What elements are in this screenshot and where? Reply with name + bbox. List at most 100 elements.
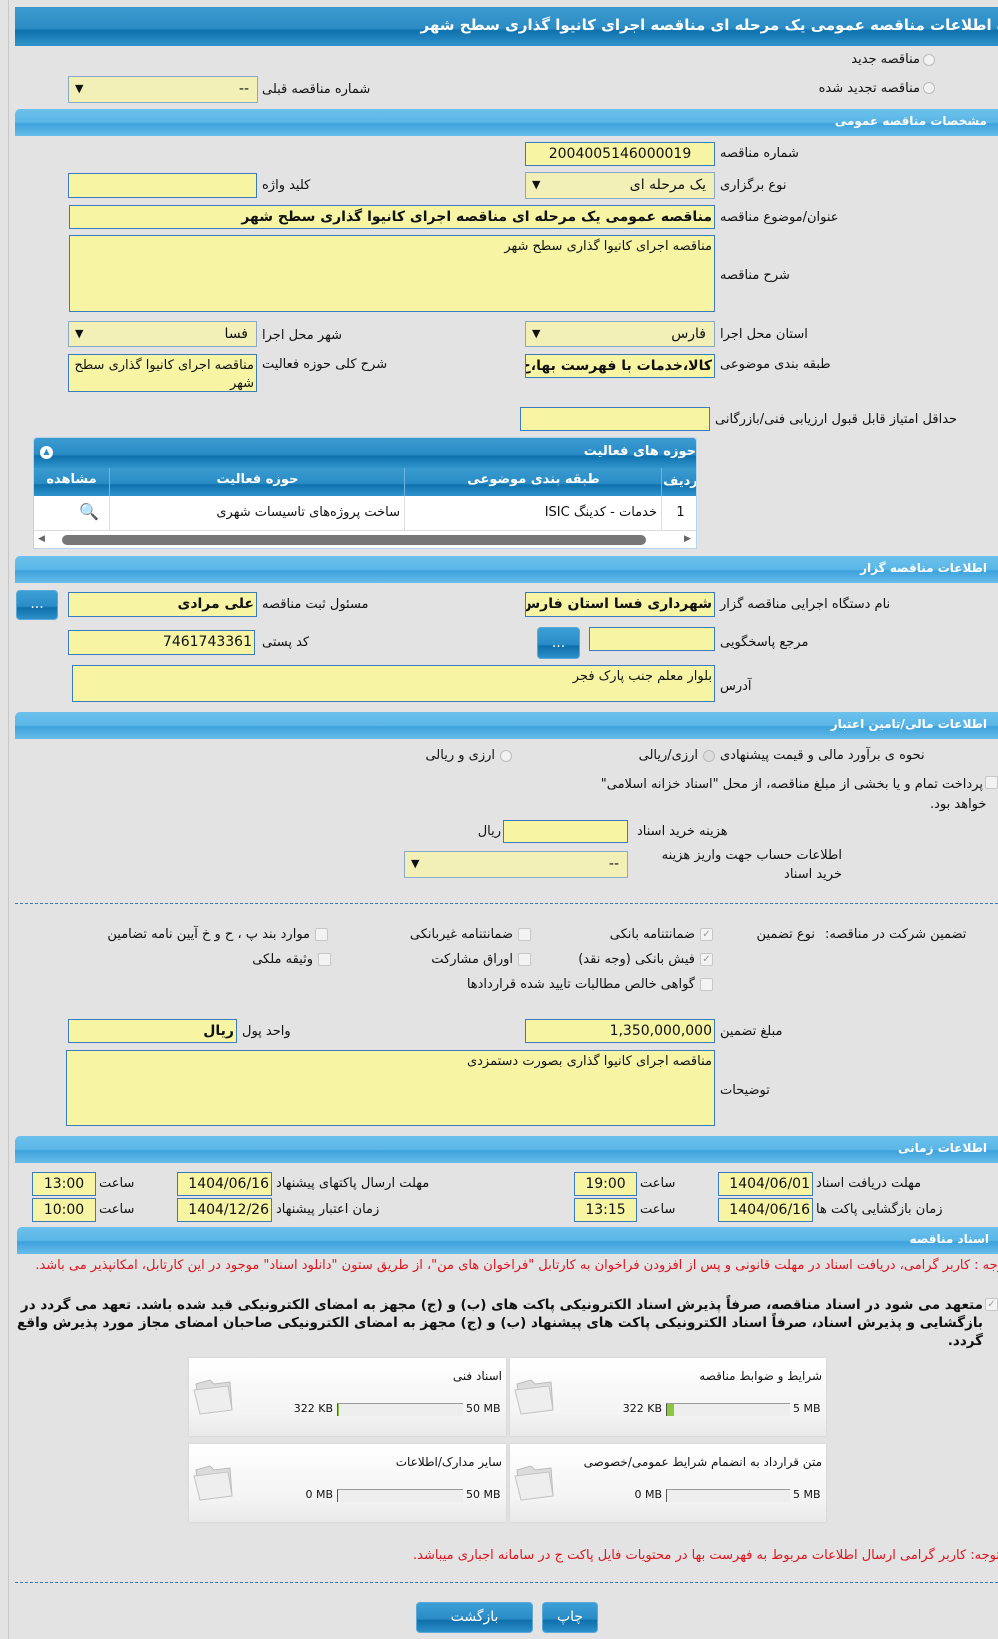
chevron-down-icon: ▼ (75, 82, 84, 95)
checkbox-label: اوراق مشارکت (431, 952, 513, 967)
checkbox-label: موارد بند پ ، ح و خ آیین نامه تضامین (107, 927, 310, 942)
back-button[interactable]: بازگشت (416, 1602, 533, 1633)
min-score-field[interactable] (520, 407, 710, 431)
divider (15, 903, 998, 904)
subject-field[interactable]: مناقصه عمومی یک مرحله ای مناقصه اجرای کا… (69, 205, 715, 229)
col-activity[interactable]: حوزه فعالیت (109, 468, 405, 496)
activities-header: حوزه های فعالیت (34, 438, 696, 468)
col-category[interactable]: طبقه بندی موضوعی (404, 468, 662, 496)
doc-name: متن قرارداد به انضمام شرایط عمومی/خصوصی (583, 1455, 822, 1469)
treasury-checkbox[interactable] (985, 776, 998, 789)
radio-rial[interactable] (703, 750, 715, 762)
section-general: مشخصات مناقصه عمومی (15, 109, 998, 136)
checkbox-clause-items[interactable] (315, 928, 328, 941)
responsible-field[interactable]: علی مرادی (68, 592, 257, 617)
folder-icon (193, 1465, 233, 1501)
doc-card[interactable]: متن قرارداد به انضمام شرایط عمومی/خصوصی … (510, 1444, 826, 1522)
hour-label: ساعت (640, 1202, 676, 1217)
activity-desc-field[interactable]: مناقصه اجرای کانیوا گذاری سطح شهر (68, 354, 257, 392)
doc-max-size: 50 MB (466, 1488, 501, 1501)
reference-label: مرجع پاسخگویی (720, 635, 809, 650)
currency-unit-field[interactable]: ریال (68, 1019, 237, 1043)
price-list-notice: توجه: کاربر گرامی ارسال اطلاعات مربوط به… (413, 1548, 998, 1563)
category-field[interactable]: کالا،خدمات با فهرست بها،خ (525, 354, 715, 378)
guarantee-amount-field[interactable]: 1,350,000,000 (525, 1019, 715, 1043)
scroll-right-icon[interactable]: ▶ (684, 534, 691, 544)
submit-deadline-label: مهلت ارسال پاکتهای پیشنهاد (276, 1176, 430, 1191)
validity-label: زمان اعتبار پیشنهاد (276, 1202, 380, 1217)
guarantee-type-label: نوع تضمین (756, 927, 815, 942)
col-view[interactable]: مشاهده (46, 472, 97, 487)
validity-time[interactable]: 10:00 (32, 1198, 96, 1222)
province-select[interactable]: فارس ▼ (525, 321, 715, 347)
doc-card[interactable]: اسناد فنی 322 KB 50 MB (189, 1358, 506, 1436)
address-field[interactable]: بلوار معلم جنب پارک فجر (72, 665, 715, 702)
radio-rial-label: ارزی/ریالی (638, 748, 698, 763)
checkbox-property[interactable] (318, 953, 331, 966)
submit-deadline-date[interactable]: 1404/06/16 (177, 1172, 272, 1196)
col-row[interactable]: ردیف (661, 468, 696, 496)
chevron-down-icon: ▼ (532, 327, 541, 340)
doc-max-size: 5 MB (793, 1402, 821, 1415)
organizer-field[interactable]: شهرداری فسا استان فارس (525, 592, 715, 617)
address-label: آدرس (720, 679, 752, 694)
doc-card[interactable]: سایر مدارک/اطلاعات 0 MB 50 MB (189, 1444, 506, 1522)
doc-card[interactable]: شرایط و ضوابط مناقصه 322 KB 5 MB (510, 1358, 826, 1436)
treasury-label: پرداخت تمام و یا بخشی از مبلغ مناقصه، از… (600, 777, 983, 792)
keyword-field[interactable] (68, 173, 257, 198)
responsible-lookup-button[interactable]: ... (16, 590, 58, 620)
doc-deadline-time[interactable]: 19:00 (574, 1172, 637, 1196)
radio-currency-and-rial-label: ارزی و ریالی (425, 748, 495, 763)
divider (15, 1582, 998, 1583)
radio-new-tender[interactable] (923, 54, 935, 66)
view-magnifier-icon[interactable]: 🔍 (79, 502, 99, 521)
radio-renewed-tender[interactable] (923, 82, 935, 94)
type-label: نوع برگزاری (720, 178, 787, 193)
organizer-label: نام دستگاه اجرایی مناقصه گزار (720, 597, 891, 612)
hour-label: ساعت (640, 1176, 676, 1191)
doc-cost-label: هزینه خرید اسناد (637, 824, 728, 839)
postal-code-field[interactable]: 7461743361 (68, 630, 255, 655)
doc-name: اسناد فنی (452, 1369, 502, 1383)
checkbox-nonbank-guarantee[interactable] (518, 928, 531, 941)
doc-name: سایر مدارک/اطلاعات (395, 1455, 502, 1469)
reference-lookup-button[interactable]: ... (537, 627, 580, 659)
checkbox-bank-guarantee[interactable]: ✓ (700, 928, 713, 941)
opening-time[interactable]: 13:15 (574, 1198, 637, 1222)
commitment-text: متعهد می شود در اسناد مناقصه، صرفاً پذیر… (17, 1297, 983, 1349)
checkbox-label: ضمانتنامه بانکی (609, 927, 695, 942)
remarks-field[interactable]: مناقصه اجرای کانیوا گذاری بصورت دستمزدی (66, 1050, 715, 1126)
print-button[interactable]: چاپ (542, 1602, 598, 1633)
doc-cost-field[interactable] (503, 820, 628, 843)
cell-row: 1 (661, 496, 696, 530)
estimate-method-label: نحوه ی برآورد مالی و قیمت پیشنهادی (720, 748, 925, 763)
checkbox-label: فیش بانکی (وجه نقد) (578, 952, 695, 967)
activities-grid: حوزه های فعالیت ▲ ردیف طبقه بندی موضوعی … (33, 437, 697, 549)
opening-date[interactable]: 1404/06/16 (718, 1198, 813, 1222)
tender-number-field[interactable]: 2004005146000019 (525, 142, 715, 166)
description-field[interactable]: مناقصه اجرای کانیوا گذاری سطح شهر (69, 235, 715, 312)
doc-progress-bar (337, 1489, 463, 1502)
treasury-label-cont: خواهد بود. (930, 797, 987, 812)
type-select[interactable]: یک مرحله ای ▼ (525, 172, 715, 199)
table-row: 1 خدمات - کدینگ ISIC ساخت پروژه‌های تاسی… (34, 496, 696, 531)
page-border (8, 0, 9, 1639)
radio-currency-and-rial[interactable] (500, 750, 512, 762)
doc-max-size: 5 MB (793, 1488, 821, 1501)
city-select[interactable]: فسا ▼ (68, 321, 257, 347)
reference-field[interactable] (589, 627, 715, 651)
validity-date[interactable]: 1404/12/26 (177, 1198, 272, 1222)
account-select[interactable]: -- ▼ (404, 851, 628, 878)
doc-used-size: 322 KB (293, 1402, 333, 1415)
checkbox-receivables-cert[interactable] (700, 978, 713, 991)
section-finance: اطلاعات مالی/تامین اعتبار (15, 712, 998, 739)
commit-checkbox[interactable]: ✓ (985, 1298, 998, 1311)
checkbox-cash-receipt[interactable]: ✓ (700, 953, 713, 966)
doc-deadline-date[interactable]: 1404/06/01 (718, 1172, 813, 1196)
collapse-icon[interactable]: ▲ (40, 446, 53, 459)
checkbox-bonds[interactable] (518, 953, 531, 966)
scroll-left-icon[interactable]: ◀ (38, 534, 45, 544)
horizontal-scrollbar[interactable] (62, 535, 646, 545)
prev-number-select[interactable]: -- ▼ (68, 76, 258, 103)
submit-deadline-time[interactable]: 13:00 (32, 1172, 96, 1196)
